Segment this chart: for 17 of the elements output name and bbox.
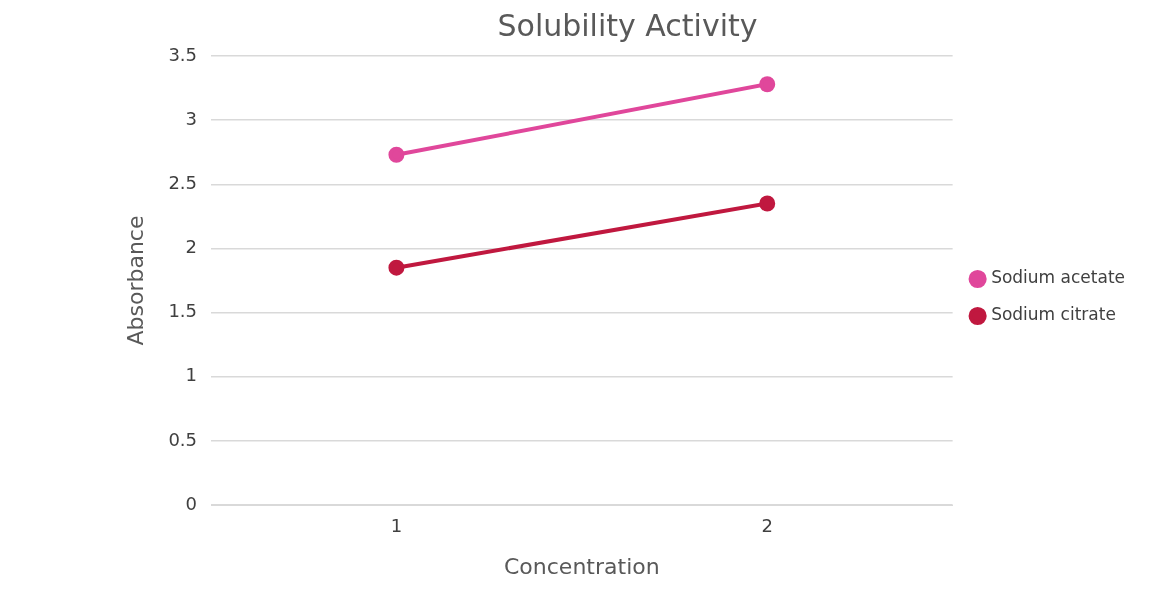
y-tick-label: 2 (185, 236, 198, 258)
y-tick-label: 2.5 (168, 171, 198, 193)
point (759, 195, 776, 212)
point (388, 146, 405, 163)
y-tick-label: 3 (185, 107, 198, 129)
point (759, 76, 776, 93)
x-axis-title: Concentration (504, 553, 660, 579)
point (388, 259, 405, 276)
legend-label: Sodium acetate (991, 267, 1125, 288)
y-axis-title: Absorbance (122, 215, 148, 346)
chart-title: Solubility Activity (497, 7, 758, 43)
y-tick-label: 1 (185, 364, 198, 386)
y-tick-label: 1.5 (168, 300, 198, 322)
y-tick-label: 3.5 (168, 43, 198, 65)
legend-label: Sodium citrate (991, 304, 1116, 325)
y-tick-label: 0.5 (168, 428, 198, 450)
y-tick-label: 0 (185, 492, 198, 514)
